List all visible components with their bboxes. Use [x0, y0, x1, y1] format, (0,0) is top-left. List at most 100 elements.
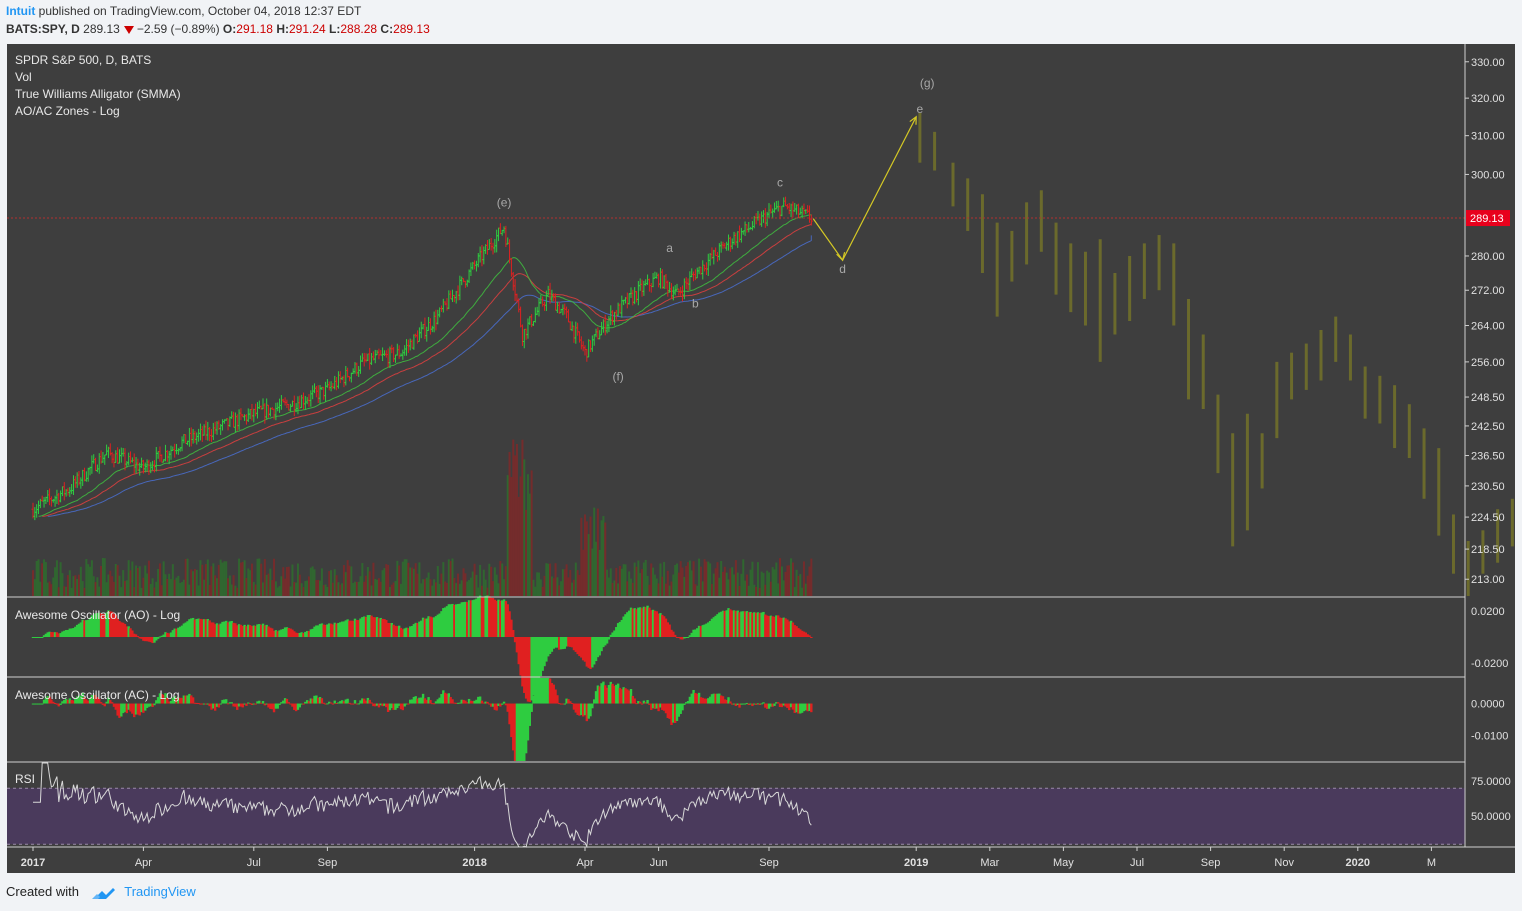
- volume-bar: [330, 570, 333, 596]
- ao-bar: [723, 610, 727, 637]
- ac-bar: [793, 703, 796, 713]
- volume-bar: [563, 569, 566, 596]
- ao-bar: [510, 619, 513, 637]
- ac-bar: [414, 696, 417, 704]
- tradingview-logo-icon: [91, 887, 115, 899]
- wave-arrow-head: [909, 115, 917, 125]
- ac-bar: [379, 703, 382, 706]
- ao-bar: [133, 633, 136, 637]
- ac-bar: [326, 703, 329, 705]
- volume-bar: [293, 582, 296, 596]
- volume-bar: [50, 584, 53, 596]
- volume-bar: [181, 582, 184, 596]
- ao-bar: [791, 622, 795, 637]
- volume-bar: [471, 571, 474, 596]
- volume-bar: [685, 565, 688, 596]
- volume-bar: [635, 566, 638, 596]
- volume-bar: [539, 579, 542, 596]
- ao-bar: [451, 603, 454, 637]
- ao-bar: [155, 637, 158, 641]
- author-link[interactable]: Intuit: [6, 4, 36, 18]
- ao-bar: [55, 632, 59, 637]
- ac-bar: [138, 703, 141, 716]
- publish-line: Intuit published on TradingView.com, Oct…: [6, 4, 361, 18]
- ac-bar: [637, 701, 640, 704]
- ac-bar: [96, 697, 99, 704]
- ao-bar: [469, 600, 473, 637]
- ao-bar: [274, 630, 278, 637]
- ac-bar: [764, 703, 767, 708]
- ac-bar: [721, 696, 725, 704]
- ac-bar: [305, 700, 309, 704]
- ac-bar: [696, 693, 699, 704]
- ac-bar: [445, 693, 449, 704]
- volume-bar: [78, 574, 80, 596]
- ao-bar: [160, 635, 163, 637]
- ac-bar: [627, 690, 631, 704]
- ac-bar: [280, 702, 283, 704]
- volume-bar: [37, 559, 40, 596]
- volume-bar: [425, 577, 428, 596]
- ac-bar: [120, 703, 123, 717]
- ao-bar: [731, 610, 734, 637]
- ac-bar: [74, 698, 77, 704]
- ac-bar: [258, 700, 261, 704]
- volume-bar: [528, 493, 531, 596]
- ac-bar: [114, 703, 117, 710]
- chart-canvas[interactable]: (e) (f) a b c d e (g) 289.13 330.00 320.00 310.00 3…: [0, 44, 1522, 876]
- ao-bar: [570, 637, 574, 648]
- ac-bar: [215, 703, 219, 707]
- ac-bar: [344, 699, 347, 704]
- ao-bar: [600, 637, 603, 652]
- ac-bar: [68, 698, 71, 704]
- volume-bar: [315, 580, 318, 596]
- price-pane[interactable]: (e) (f) a b c d e (g): [7, 76, 1514, 596]
- volume-bar: [620, 568, 623, 596]
- ao-pane[interactable]: [31, 595, 813, 702]
- volume-bar: [416, 573, 419, 596]
- ao-bar: [650, 610, 653, 637]
- ac-bar: [109, 700, 112, 704]
- volume-bar: [626, 581, 629, 596]
- volume-bar: [81, 581, 84, 596]
- ao-bar: [287, 628, 290, 637]
- ac-bar: [565, 698, 568, 704]
- ac-bar: [267, 703, 270, 708]
- ao-bar: [519, 637, 522, 676]
- ac-bar: [508, 703, 511, 725]
- ao-bar: [714, 615, 717, 637]
- ao-bar: [672, 631, 675, 637]
- ao-bar: [552, 637, 555, 649]
- ac-bar: [313, 695, 316, 704]
- ao-bar: [620, 619, 623, 637]
- alligator-line: [42, 222, 812, 517]
- ac-bar: [725, 699, 728, 704]
- volume-bar: [615, 567, 618, 596]
- volume-bar: [782, 580, 785, 596]
- ac-bar: [127, 703, 130, 710]
- ac-bar: [383, 703, 386, 706]
- ac-bar: [81, 692, 84, 704]
- ao-bar: [547, 637, 550, 657]
- ac-bar: [466, 702, 469, 704]
- ao-bar: [252, 625, 255, 637]
- rsi-pane[interactable]: [7, 762, 1465, 849]
- ac-pane[interactable]: [31, 678, 813, 761]
- ao-bar: [116, 618, 119, 637]
- volume-bar: [738, 585, 741, 596]
- ac-bar: [142, 703, 145, 713]
- tradingview-link[interactable]: TradingView: [124, 884, 196, 899]
- ao-bar: [810, 637, 813, 638]
- ac-bar: [679, 703, 682, 714]
- volume-bar: [510, 477, 513, 596]
- volume-bar: [350, 566, 353, 596]
- ac-bar: [219, 703, 222, 705]
- ao-bar: [616, 623, 620, 637]
- ac-bar: [580, 703, 583, 716]
- ac-bar: [495, 703, 498, 711]
- ao-bar: [626, 612, 629, 637]
- ac-bar: [697, 692, 701, 704]
- ao-bar: [414, 622, 417, 637]
- ac-bar: [52, 701, 55, 704]
- volume-bar: [201, 564, 204, 596]
